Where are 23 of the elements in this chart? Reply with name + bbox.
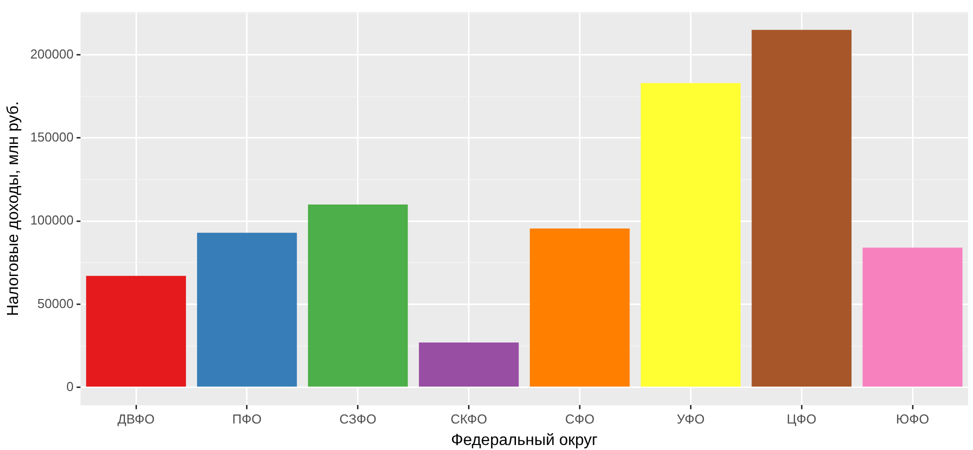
y-tick-label: 200000 [30, 46, 74, 62]
x-tick-label: УФО [676, 412, 705, 427]
y-tick-label: 100000 [30, 212, 74, 228]
bar [640, 83, 741, 387]
x-axis-title: Федеральный округ [450, 432, 598, 449]
x-tick-label: СФО [565, 412, 594, 427]
x-tick-label: ПФО [232, 412, 262, 427]
bar [530, 228, 630, 387]
x-tick-label: ЮФО [896, 412, 930, 427]
x-tick-label: СЗФО [339, 412, 376, 427]
bar [752, 30, 852, 387]
x-tick-label: ДВФО [118, 412, 155, 427]
y-axis-title: Налоговые доходы, млн руб. [5, 101, 22, 316]
bar [862, 248, 962, 387]
bar [308, 204, 408, 387]
bar [418, 342, 519, 387]
bar [197, 232, 297, 387]
x-tick-label: СКФО [450, 412, 488, 427]
bar [86, 276, 186, 387]
y-tick-label: 150000 [30, 130, 74, 145]
y-tick-label: 0 [66, 378, 74, 394]
y-tick-label: 50000 [37, 296, 74, 311]
x-tick-label: ЦФО [786, 412, 816, 427]
